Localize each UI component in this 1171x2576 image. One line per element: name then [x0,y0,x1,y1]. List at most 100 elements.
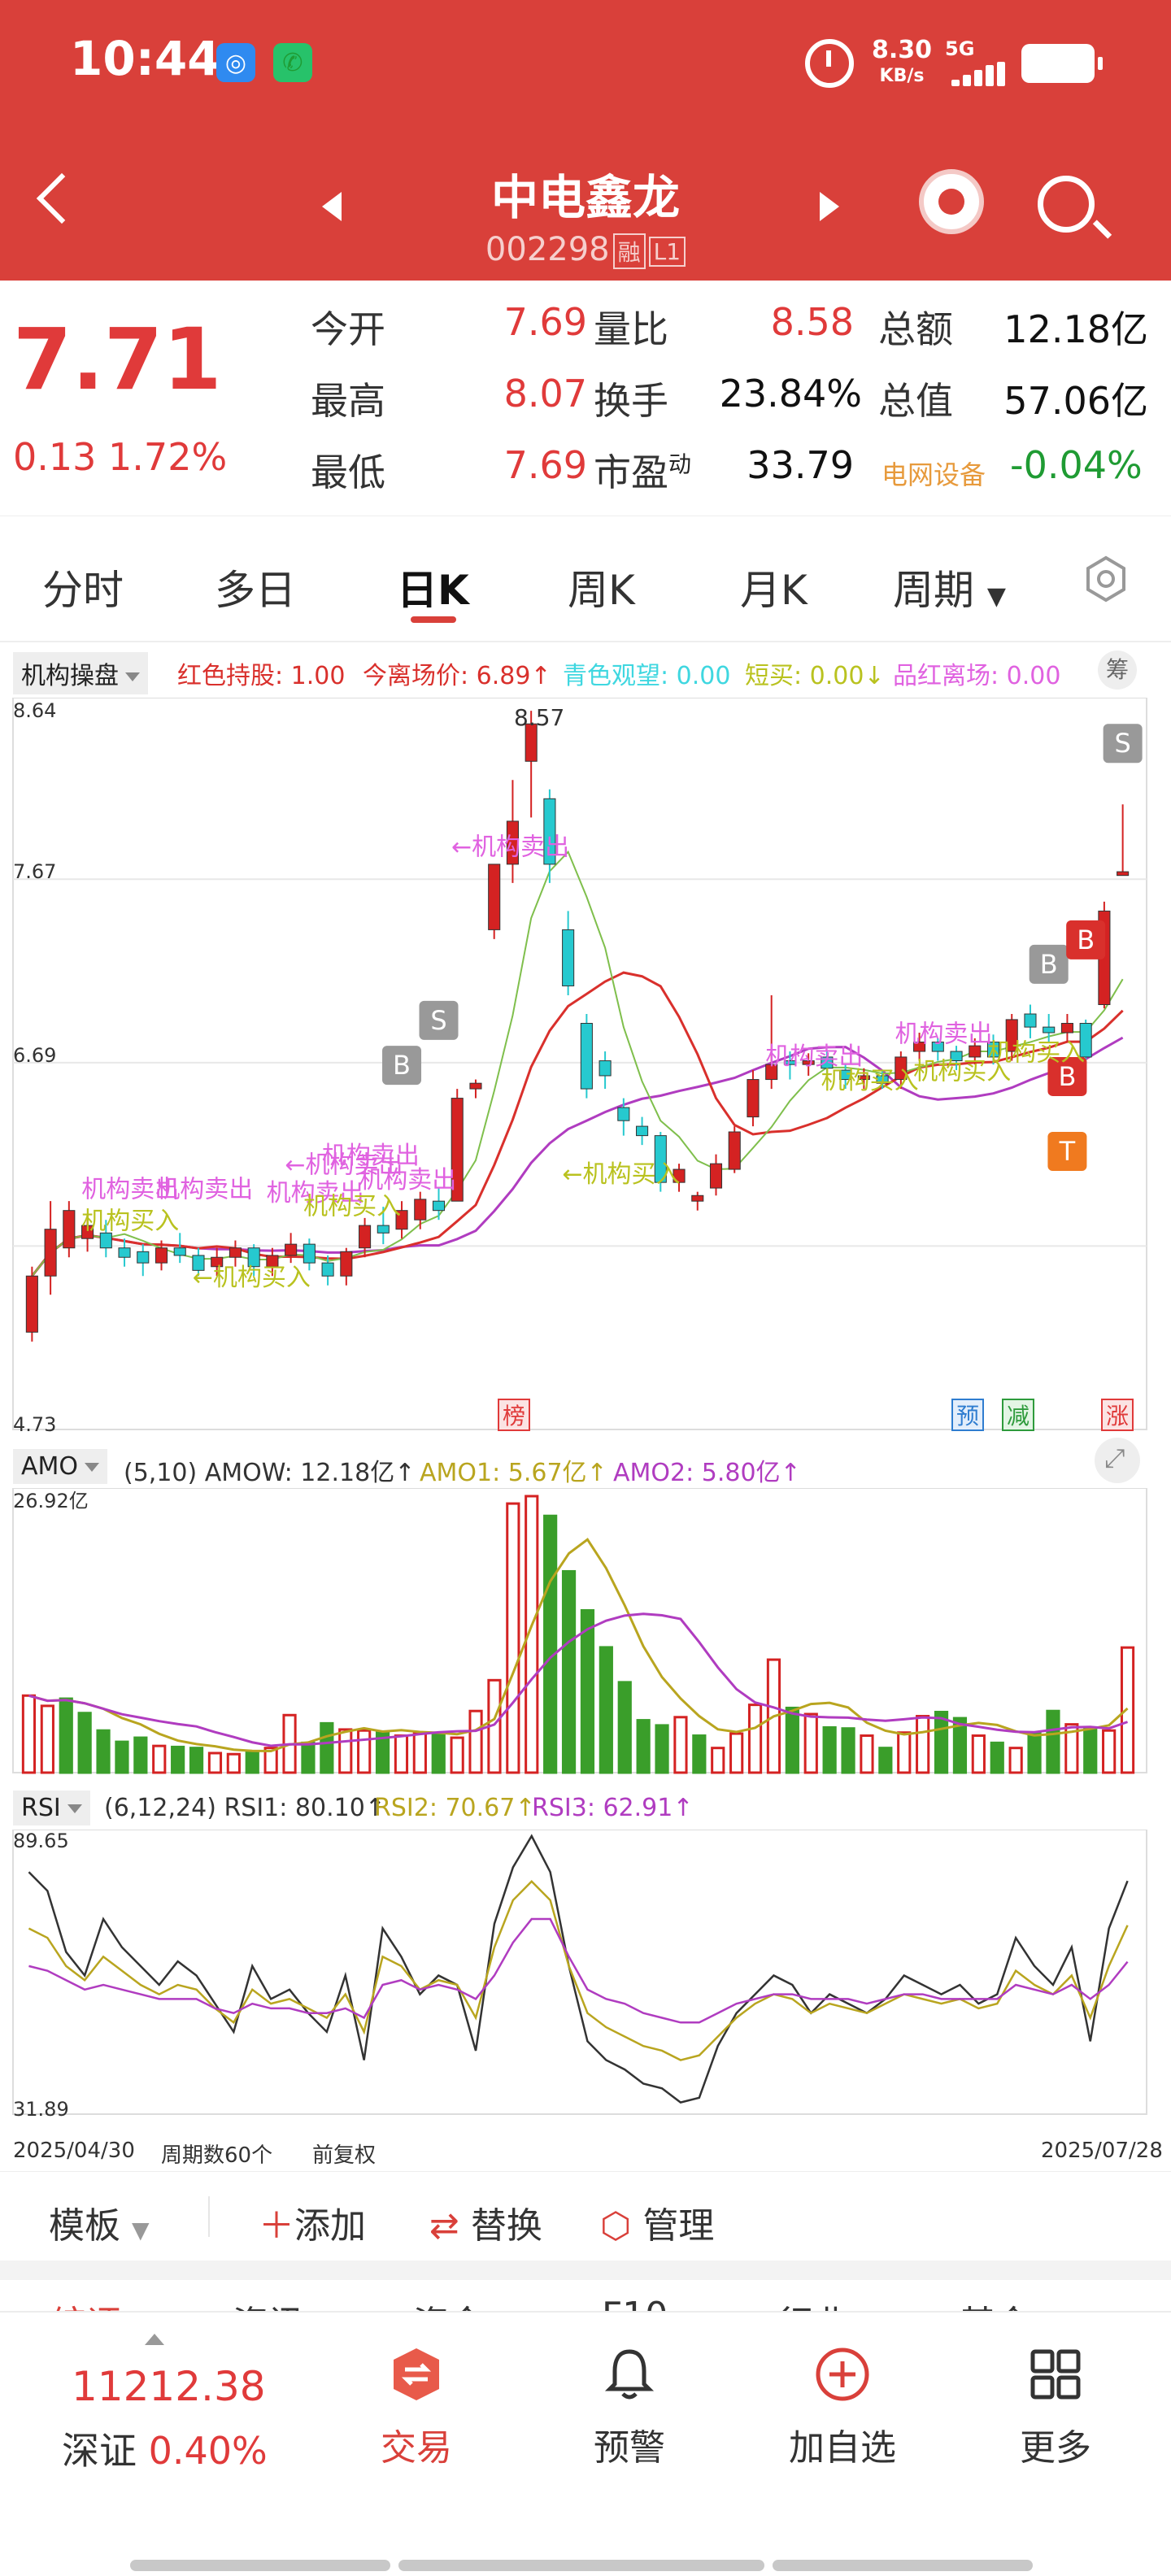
margin-tag: 融 [612,233,646,269]
tab-intraday[interactable]: 分时 [42,567,124,614]
rsi-chart[interactable] [0,1830,1171,2122]
signal-label: 机构卖出 [81,1176,179,1204]
forecast-marker[interactable]: 预 [951,1399,984,1431]
prev-stock-icon[interactable] [322,192,342,221]
rsi-indicator-select[interactable]: RSI [13,1791,90,1825]
signal-label: 机构卖出 [267,1179,364,1208]
amo-amo1: AMO1: 5.67亿↑ [420,1459,607,1487]
candle-body [525,723,538,762]
next-stock-icon[interactable] [820,192,839,221]
volume-bar [21,1694,37,1774]
index-value[interactable]: 11212.38 [72,2363,266,2410]
stat-volume-ratio: 量比 8.58 [594,300,854,351]
signal-label: 机构买入 [821,1067,919,1095]
tab-monthly-k[interactable]: 月K [740,567,808,614]
nav-add-watchlist[interactable]: 加自选 [777,2345,908,2470]
volume-bar [543,1514,558,1774]
add-indicator-button[interactable]: ＋添加 [259,2205,366,2247]
nav-alert[interactable]: 预警 [564,2345,694,2470]
home-indicator [773,2560,1033,2571]
main-indicator-bar: 机构操盘 红色持股: 1.00 今离场价: 6.89↑ 青色观望: 0.00 短… [0,642,1171,694]
reduce-marker[interactable]: 减 [1002,1399,1034,1431]
rsi-axis-min: 31.89 [13,2098,69,2121]
rsi-rsi3: RSI3: 62.91↑ [532,1794,694,1822]
subtab-overview[interactable]: 综评 [50,2295,122,2313]
candle-body [580,1023,593,1090]
tab-daily-k[interactable]: 日K [397,567,469,614]
sell-marker-label: S [430,1005,446,1036]
search-icon[interactable] [1038,176,1095,233]
replace-indicator-button[interactable]: ⇄ 替换 [429,2205,542,2247]
grid-icon [1030,2349,1081,2400]
sector-name[interactable]: 电网设备 [882,459,986,490]
volume-bar [692,1734,707,1774]
volume-bar [729,1732,744,1774]
volume-bar [916,1715,930,1774]
rsi3-line [28,1917,1129,2024]
swap-icon: ⇄ [429,2205,459,2247]
main-indicator-select[interactable]: 机构操盘 [13,652,148,694]
stat-pe: 市盈动 33.79 [594,443,854,494]
nav-trade[interactable]: 交易 [351,2345,481,2470]
volume-bar [897,1731,912,1774]
subtab-industry[interactable]: 行业 [777,2295,849,2313]
buy-marker-label: B [1077,925,1095,955]
expand-icon[interactable] [1095,1438,1140,1483]
indicator-cyan-watch: 青色观望: 0.00 [563,662,731,690]
volume-bar [450,1736,464,1774]
assistant-icon[interactable] [919,169,984,234]
candle-body [192,1255,205,1271]
candle-body [266,1255,279,1268]
candle-body [654,1135,667,1183]
volume-bar [1008,1747,1023,1774]
manage-indicator-button[interactable]: ⬡ 管理 [600,2205,715,2247]
chart-frame [12,1488,1147,1773]
tab-multiday[interactable]: 多日 [215,567,296,614]
plus-icon: ＋ [259,2205,294,2247]
volume-bar [468,1709,483,1774]
tab-period[interactable]: 周期 ▼ [893,567,1006,614]
subtab-funds[interactable]: 资金 [413,2295,485,2313]
index-name[interactable]: 深证 0.40% [62,2429,268,2473]
adjust-type[interactable]: 前复权 [312,2143,377,2168]
amo-chart[interactable] [0,1488,1171,1781]
stat-high: 最高 8.07 [311,372,587,423]
buy-marker-label: B [1040,949,1058,980]
volume-bar [189,1747,204,1774]
amo-indicator-select[interactable]: AMO [13,1449,108,1484]
trade-marker-label: T [1059,1136,1076,1167]
nav-more[interactable]: 更多 [990,2345,1121,2470]
subtab-news[interactable]: 资讯 [233,2295,304,2313]
candle-body [765,1064,778,1081]
subtab-f10[interactable]: F10 [602,2295,668,2313]
ma20-line [31,1036,1124,1277]
tab-weekly-k[interactable]: 周K [568,567,635,614]
rank-marker[interactable]: 榜 [498,1399,530,1431]
caret-up-icon[interactable] [145,2334,164,2345]
volume-bar [655,1724,669,1774]
template-select[interactable]: 模板 ▼ [49,2205,150,2247]
settings-icon[interactable] [1082,555,1130,603]
stat-low: 最低 7.69 [311,443,587,494]
candle-body [1043,1026,1056,1033]
indicator-magenta-exit: 品红离场: 0.00 [893,662,1061,690]
signal-label: 机构买入 [81,1208,179,1236]
subtab-fund[interactable]: 基金 [960,2295,1031,2313]
candle-body [986,1042,1000,1058]
signal-label: 机构卖出 [155,1176,253,1204]
buy-marker-label: B [1058,1061,1076,1092]
bottom-nav: 11212.38 深证 0.40% 交易 预警 加自选 更多 [0,2311,1171,2576]
amo-amow: (5,10) AMOW: 12.18亿↑ [124,1459,416,1487]
volume-bar [133,1736,148,1774]
chip-distribution-button[interactable]: 筹 [1098,651,1137,690]
high-price-label: 8.57 [514,704,565,731]
candle-body [728,1131,741,1170]
rsi-rsi2: RSI2: 70.67↑ [374,1794,536,1822]
limit-up-marker[interactable]: 涨 [1101,1399,1134,1431]
candle-body [821,1056,834,1069]
candle-body [137,1251,150,1264]
signal-label: ←机构买入 [562,1160,680,1189]
volume-bar [1027,1731,1042,1774]
rsi-axis-max: 89.65 [13,1830,69,1852]
